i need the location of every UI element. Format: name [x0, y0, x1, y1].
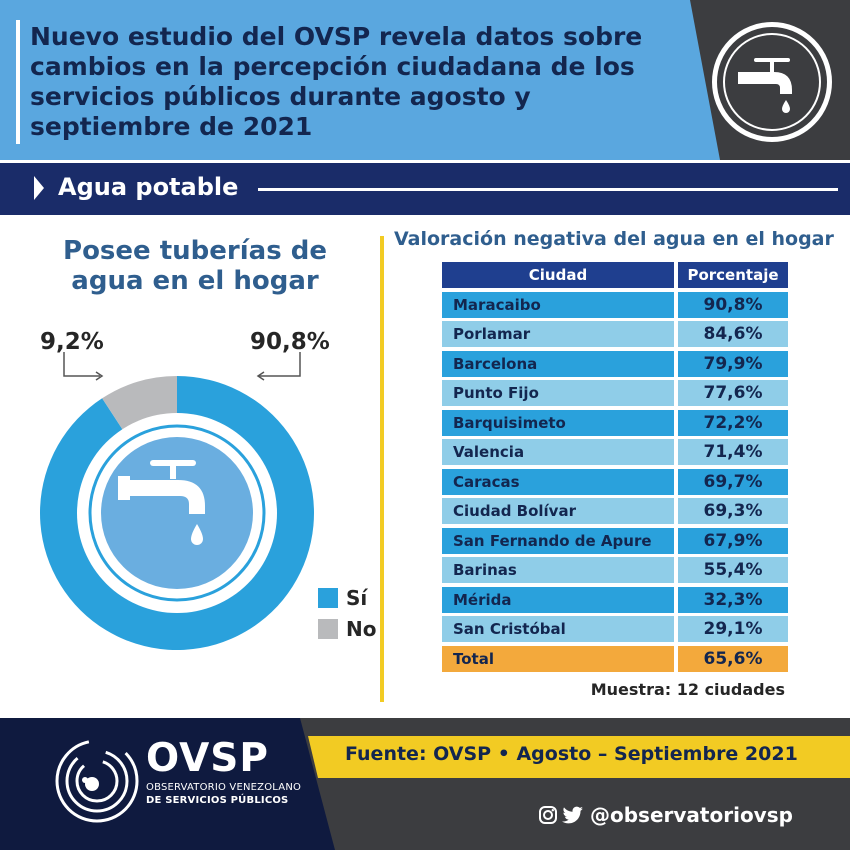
table-row: Porlamar 84,6%: [442, 321, 788, 347]
chevron-right-icon: [34, 176, 44, 200]
city-cell: San Fernando de Apure: [442, 527, 674, 554]
legend-item-si: Sí: [318, 586, 367, 610]
page-title: Nuevo estudio del OVSP revela datos sobr…: [30, 22, 643, 141]
pct-cell: 55,4%: [678, 557, 788, 583]
legend-label-no: No: [346, 617, 377, 641]
table-title: Valoración negativa del agua en el hogar: [394, 228, 834, 250]
table-row: Barcelona 79,9%: [442, 350, 788, 377]
twitter-icon[interactable]: [562, 805, 584, 825]
arrow-no-icon: [95, 371, 104, 381]
pct-cell: 72,2%: [678, 409, 788, 436]
sample-note: Muestra: 12 ciudades: [590, 680, 785, 699]
city-cell: Mérida: [442, 586, 674, 613]
total-value: 65,6%: [678, 645, 788, 672]
legend-swatch-no: [318, 619, 338, 639]
pct-cell: 77,6%: [678, 380, 788, 406]
table-row: Punto Fijo 77,6%: [442, 380, 788, 406]
table-row: Barquisimeto 72,2%: [442, 409, 788, 436]
faucet-icon: [118, 460, 205, 545]
table-header-row: Ciudad Porcentaje: [442, 262, 788, 288]
city-cell: Punto Fijo: [442, 380, 674, 406]
yellow-divider: [380, 236, 384, 702]
source-text: Fuente: OVSP • Agosto – Septiembre 2021: [345, 743, 798, 765]
pct-cell: 69,7%: [678, 468, 788, 495]
pct-cell: 84,6%: [678, 321, 788, 347]
header-title-panel: [0, 0, 720, 160]
city-cell: Valencia: [442, 439, 674, 465]
section-title: Agua potable: [58, 173, 239, 201]
table-total-row: Total 65,6%: [442, 645, 788, 672]
donut-title: Posee tuberías de agua en el hogar: [40, 236, 350, 296]
ovsp-logo-icon: [55, 739, 139, 823]
header-accent-bar: [16, 20, 20, 144]
table-row: Valencia 71,4%: [442, 439, 788, 465]
pct-cell: 79,9%: [678, 350, 788, 377]
legend-swatch-si: [318, 588, 338, 608]
city-cell: Barcelona: [442, 350, 674, 377]
total-label: Total: [442, 645, 674, 672]
social-handle-group: @observatoriovsp: [538, 803, 793, 827]
legend-label-si: Sí: [346, 586, 368, 610]
city-cell: Barquisimeto: [442, 409, 674, 436]
pct-cell: 69,3%: [678, 498, 788, 524]
legend-item-no: No: [318, 617, 376, 641]
donut-title-line1: Posee tuberías de: [63, 236, 327, 266]
donut-title-line2: agua en el hogar: [71, 266, 319, 296]
arrow-si-icon: [256, 371, 265, 381]
pct-cell: 71,4%: [678, 439, 788, 465]
table-row: Caracas 69,7%: [442, 468, 788, 495]
header-pct: Porcentaje: [678, 262, 788, 288]
city-cell: Maracaibo: [442, 291, 674, 318]
pct-cell: 67,9%: [678, 527, 788, 554]
social-handle[interactable]: @observatoriovsp: [590, 803, 793, 827]
logo-subtitle-1: OBSERVATORIO VENEZOLANO: [146, 782, 302, 793]
donut-label-no: 9,2%: [40, 329, 104, 355]
table-row: Mérida 32,3%: [442, 586, 788, 613]
pct-cell: 32,3%: [678, 586, 788, 613]
city-cell: Porlamar: [442, 321, 674, 347]
donut-chart: [39, 352, 314, 650]
table-row: Maracaibo 90,8%: [442, 291, 788, 318]
table-row: San Fernando de Apure 67,9%: [442, 527, 788, 554]
leader-line-no: [63, 352, 100, 377]
leader-line-si: [258, 352, 301, 377]
faucet-badge: [712, 22, 832, 142]
city-cell: Barinas: [442, 557, 674, 583]
logo-subtitle-2: DE SERVICIOS PÚBLICOS: [146, 795, 289, 806]
pct-cell: 90,8%: [678, 291, 788, 318]
table-row: San Cristóbal 29,1%: [442, 616, 788, 642]
footer-source-band: [308, 736, 850, 778]
section-divider-line: [258, 188, 838, 191]
logo-wordmark: OVSP: [146, 736, 269, 781]
city-cell: Caracas: [442, 468, 674, 495]
table-row: Barinas 55,4%: [442, 557, 788, 583]
donut-label-si: 90,8%: [250, 329, 330, 355]
header-city: Ciudad: [442, 262, 674, 288]
faucet-circle: [101, 437, 253, 589]
pct-cell: 29,1%: [678, 616, 788, 642]
instagram-icon[interactable]: [538, 805, 558, 825]
faucet-icon: [738, 58, 792, 113]
table-row: Ciudad Bolívar 69,3%: [442, 498, 788, 524]
city-cell: San Cristóbal: [442, 616, 674, 642]
city-cell: Ciudad Bolívar: [442, 498, 674, 524]
